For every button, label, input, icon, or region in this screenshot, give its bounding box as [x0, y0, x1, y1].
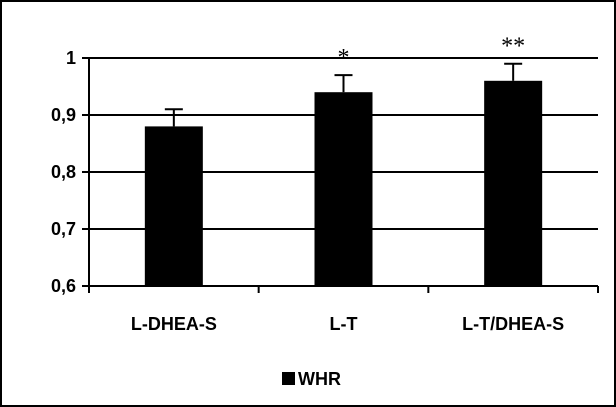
y-tick-label: 1 — [66, 48, 76, 68]
x-category-label: L-T — [330, 314, 358, 334]
y-tick-label: 0,6 — [51, 276, 76, 296]
bar-l-t-dhea-s — [484, 80, 543, 286]
x-category-label: L-T/DHEA-S — [462, 314, 564, 334]
bar-l-dhea-s — [144, 126, 203, 287]
bars — [144, 62, 543, 287]
x-category-label: L-DHEA-S — [131, 314, 217, 334]
y-tick-label: 0,7 — [51, 219, 76, 239]
y-tick-label: 0,8 — [51, 162, 76, 182]
legend-label: WHR — [298, 369, 341, 389]
bar-l-t — [314, 92, 373, 286]
y-tick-label: 0,9 — [51, 105, 76, 125]
labels: 0,6 0,7 0,8 0,9 1 L-DHEA-S L-T * L-T/DHEA-S ** — [51, 34, 564, 334]
legend-swatch — [282, 372, 295, 385]
significance-annotation: ** — [501, 34, 525, 60]
significance-annotation: * — [338, 45, 350, 71]
legend: WHR — [282, 369, 341, 389]
